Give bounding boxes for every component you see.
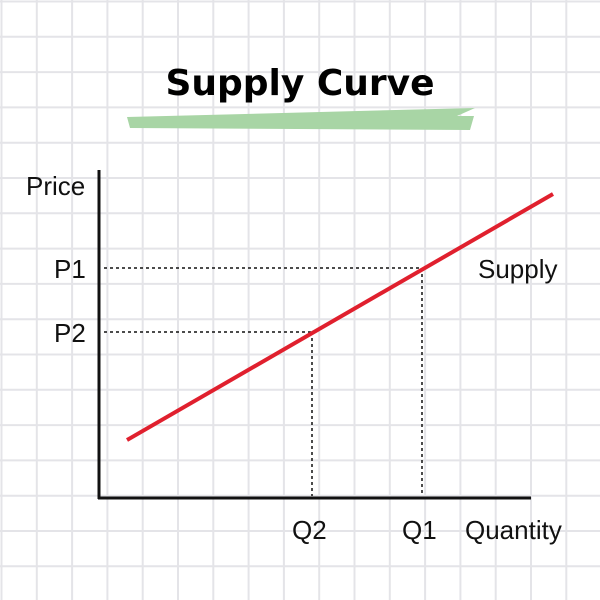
tick-p1: P1 — [54, 254, 86, 284]
chart-title: Supply Curve — [165, 63, 434, 104]
series-label-supply: Supply — [478, 254, 558, 284]
y-axis-label: Price — [26, 171, 85, 201]
tick-q2: Q2 — [292, 515, 327, 545]
title-highlight — [127, 108, 475, 130]
tick-p2: P2 — [54, 318, 86, 348]
tick-q1: Q1 — [402, 515, 437, 545]
supply-curve-line — [125, 192, 555, 442]
x-axis-label: Quantity — [465, 515, 562, 545]
